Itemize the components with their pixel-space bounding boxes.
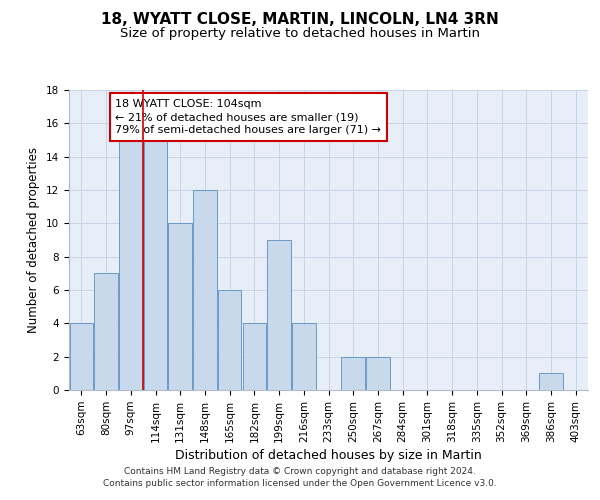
Bar (366, 356, 389, 390)
Bar (341, 356, 365, 390)
Bar (539, 374, 563, 390)
Bar (144, 140, 167, 390)
Bar (193, 190, 217, 390)
Bar (218, 290, 241, 390)
Bar (70, 324, 93, 390)
X-axis label: Distribution of detached houses by size in Martin: Distribution of detached houses by size … (175, 449, 482, 462)
Text: Size of property relative to detached houses in Martin: Size of property relative to detached ho… (120, 28, 480, 40)
Text: Contains HM Land Registry data © Crown copyright and database right 2024.: Contains HM Land Registry data © Crown c… (124, 468, 476, 476)
Text: 18 WYATT CLOSE: 104sqm
← 21% of detached houses are smaller (19)
79% of semi-det: 18 WYATT CLOSE: 104sqm ← 21% of detached… (115, 99, 382, 136)
Bar (94, 274, 118, 390)
Bar (119, 140, 143, 390)
Bar (242, 324, 266, 390)
Y-axis label: Number of detached properties: Number of detached properties (28, 147, 40, 333)
Bar (268, 240, 291, 390)
Text: Contains public sector information licensed under the Open Government Licence v3: Contains public sector information licen… (103, 479, 497, 488)
Bar (292, 324, 316, 390)
Bar (169, 224, 192, 390)
Text: 18, WYATT CLOSE, MARTIN, LINCOLN, LN4 3RN: 18, WYATT CLOSE, MARTIN, LINCOLN, LN4 3R… (101, 12, 499, 28)
